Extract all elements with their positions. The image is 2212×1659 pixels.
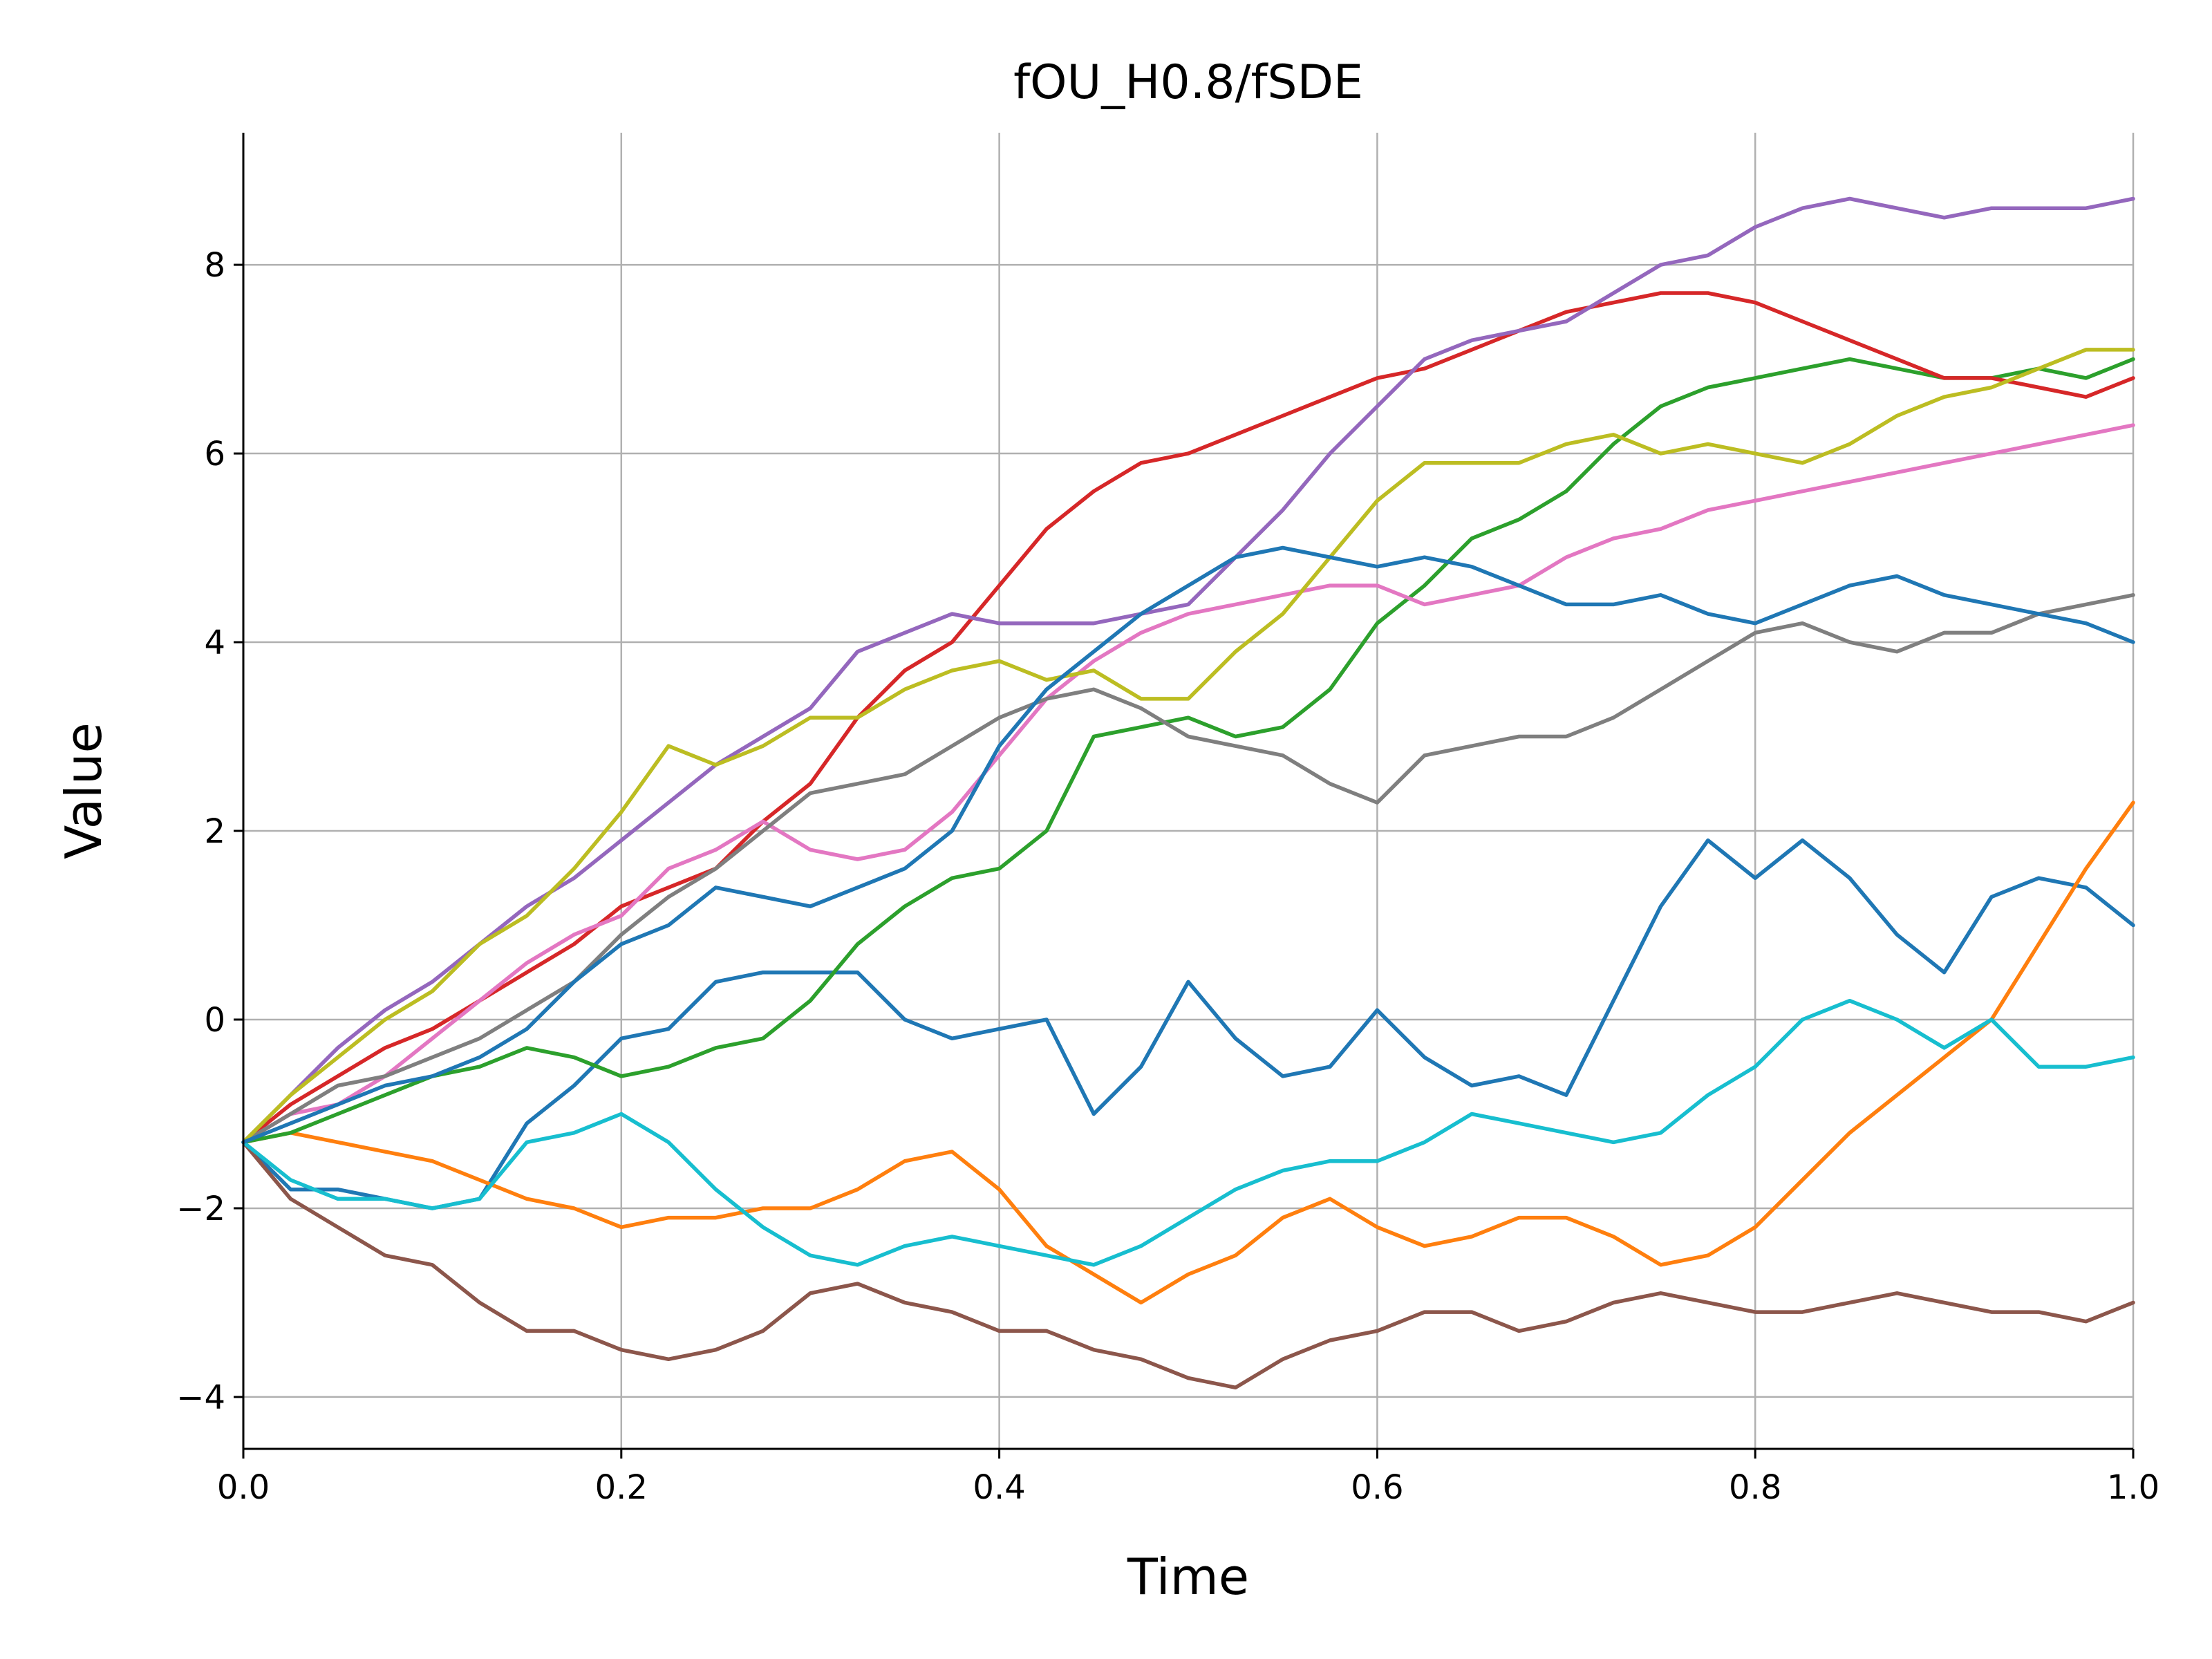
- series-line-6: [241, 1140, 2135, 1390]
- series-line-1: [241, 838, 2135, 1210]
- x-tick-label: 0.2: [595, 1468, 648, 1507]
- y-tick-label: 8: [204, 246, 225, 285]
- y-tick-label: 6: [204, 435, 225, 474]
- series-line-4: [241, 291, 2135, 1145]
- x-tick-label: 0.4: [973, 1468, 1025, 1507]
- series-line-2: [241, 800, 2135, 1305]
- series-line-11: [241, 545, 2135, 1145]
- series-line-9: [241, 348, 2135, 1145]
- x-axis-label: Time: [1127, 1548, 1249, 1606]
- y-tick-label: −4: [176, 1378, 225, 1417]
- x-tick-label: 0.0: [217, 1468, 270, 1507]
- chart-title: fOU_H0.8/fSDE: [1013, 55, 1363, 110]
- y-tick-label: 0: [204, 1001, 225, 1040]
- x-tick-label: 1.0: [2107, 1468, 2159, 1507]
- y-axis-label: Value: [55, 722, 113, 859]
- series-line-5: [241, 196, 2135, 1145]
- series-line-10: [241, 998, 2135, 1267]
- grid-lines: [242, 133, 2135, 1449]
- y-tick-label: 2: [204, 812, 225, 851]
- y-tick-label: −2: [176, 1190, 225, 1228]
- series-line-3: [241, 357, 2135, 1145]
- series-line-7: [241, 423, 2135, 1145]
- x-tick-label: 0.8: [1729, 1468, 1781, 1507]
- x-tick-label: 0.6: [1351, 1468, 1403, 1507]
- series-line-8: [241, 593, 2135, 1145]
- axes: [242, 133, 2133, 1450]
- ticks: 0.0 0.2 0.4 0.6 0.8 1.0 −4 −2 0 2 4 6 8: [176, 246, 2159, 1507]
- y-tick-label: 4: [204, 624, 225, 662]
- series-lines: [241, 196, 2135, 1390]
